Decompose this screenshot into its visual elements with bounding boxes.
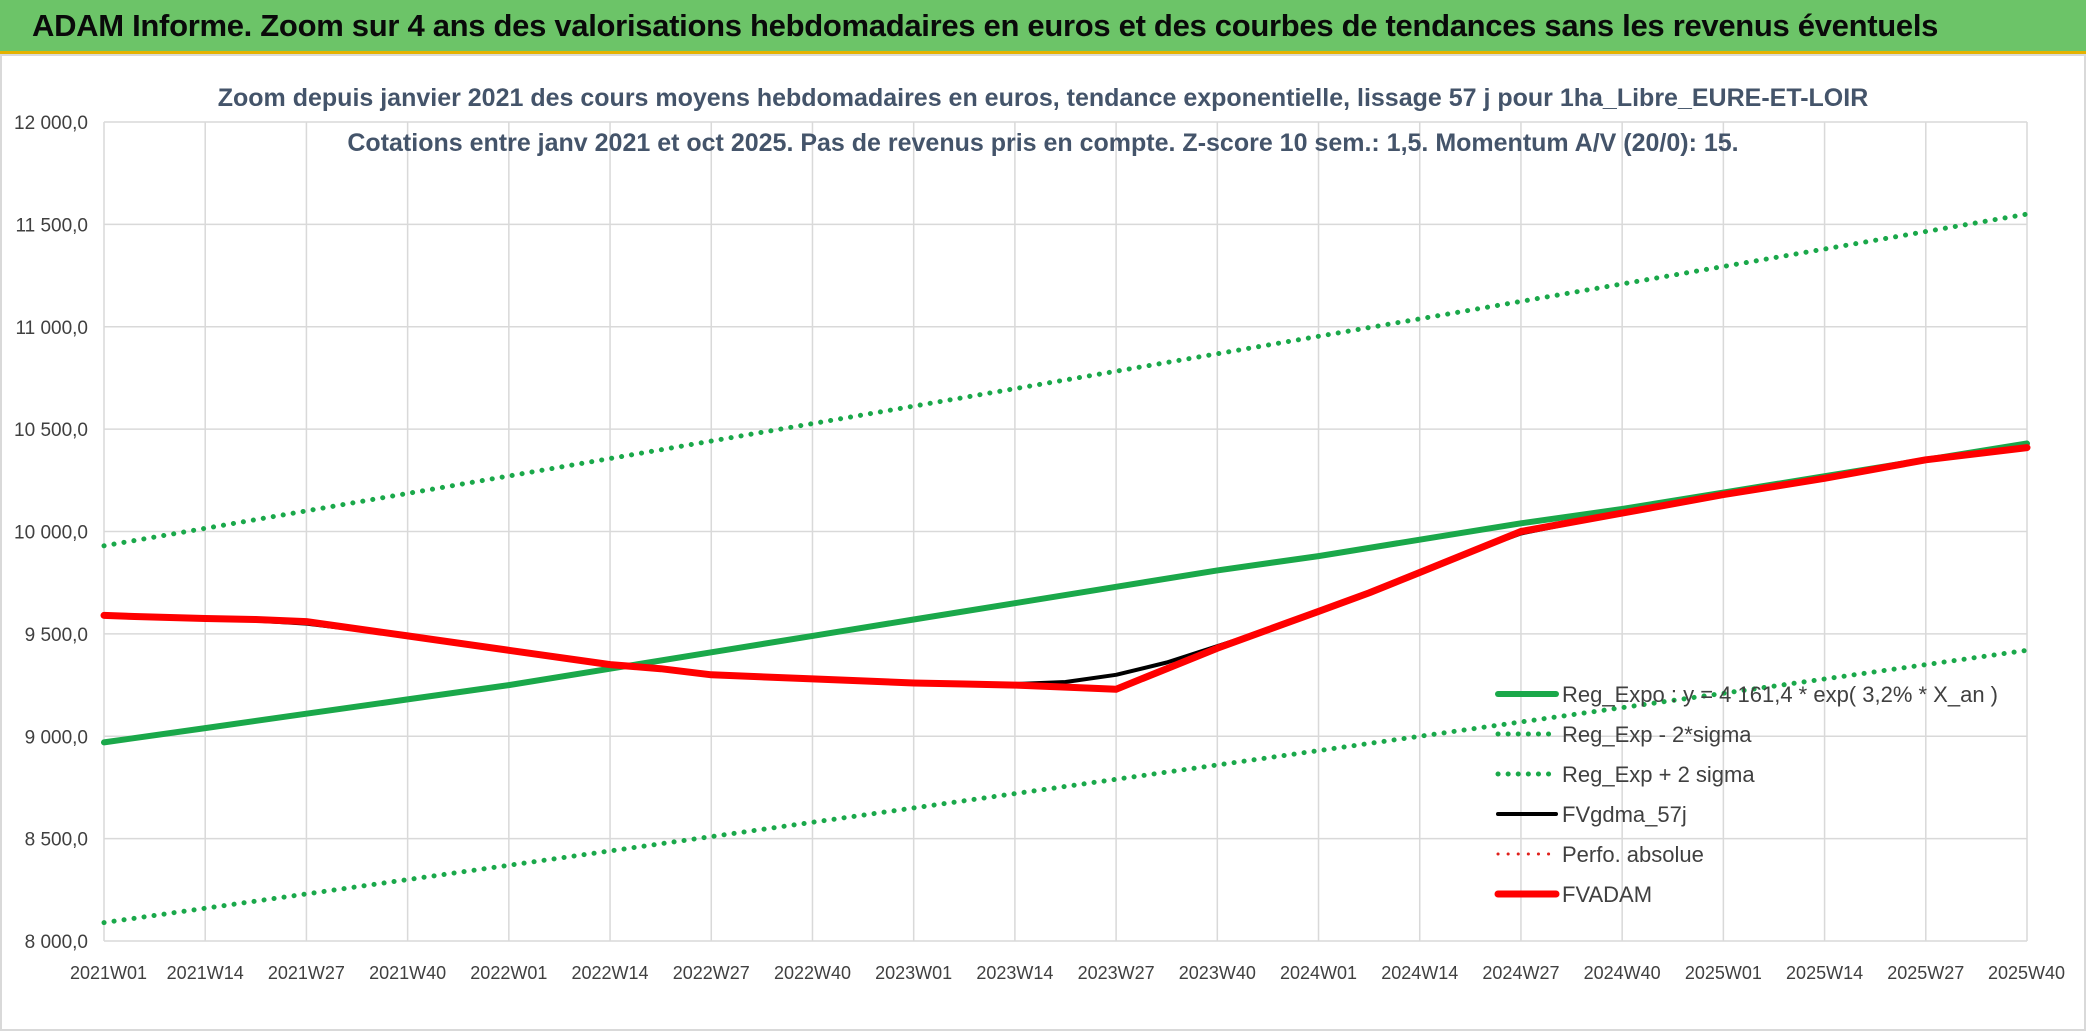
x-tick-label: 2021W40: [369, 963, 446, 983]
x-tick-label: 2021W27: [268, 963, 345, 983]
x-tick-label: 2024W14: [1381, 963, 1458, 983]
series-line-3: [102, 445, 2029, 686]
x-tick-label: 2024W01: [1280, 963, 1357, 983]
y-tick-label: 12 000,0: [14, 113, 88, 134]
y-tick-label: 11 500,0: [15, 215, 88, 236]
y-tick-label: 9 500,0: [25, 625, 88, 646]
series-line-2: [101, 211, 2030, 549]
x-axis-ticks: 2021W01 2021W14 2021W27 2021W40 2022W01 2022W…: [70, 963, 2065, 983]
x-tick-label: 2022W14: [572, 963, 649, 983]
legend-label: Reg_Expo : y = 4 161,4 * exp( 3,2% * X_a…: [1562, 682, 1998, 707]
x-tick-label: 2025W01: [1685, 963, 1762, 983]
x-tick-label: 2023W27: [1078, 963, 1155, 983]
x-tick-label: 2024W40: [1584, 963, 1661, 983]
y-tick-label: 10 500,0: [14, 420, 88, 441]
y-tick-label: 9 000,0: [25, 727, 88, 748]
report-title: ADAM Informe. Zoom sur 4 ans des valoris…: [32, 8, 1939, 43]
legend-label: Reg_Exp + 2 sigma: [1562, 762, 1755, 787]
legend: Reg_Expo : y = 4 161,4 * exp( 3,2% * X_a…: [1494, 682, 1998, 907]
legend-label: FVgdma_57j: [1562, 802, 1687, 827]
x-tick-label: 2023W14: [976, 963, 1053, 983]
x-tick-label: 2021W14: [167, 963, 244, 983]
y-axis-ticks: 8 000,0 8 500,0 9 000,0 9 500,0 10 000,0 10 5…: [14, 113, 88, 953]
chart-subtitle: Cotations entre janv 2021 et oct 2025. P…: [347, 129, 1738, 157]
x-tick-label: 2022W27: [673, 963, 750, 983]
y-tick-label: 10 000,0: [14, 523, 88, 544]
legend-label: Reg_Exp - 2*sigma: [1562, 722, 1752, 747]
x-tick-label: 2023W40: [1179, 963, 1256, 983]
series-line-1: [101, 647, 2030, 926]
grid-lines: [103, 121, 2028, 942]
chart-title: Zoom depuis janvier 2021 des cours moyen…: [218, 84, 1869, 112]
legend-label: Perfo. absolue: [1562, 842, 1704, 867]
x-tick-label: 2023W01: [875, 963, 952, 983]
x-tick-label: 2024W27: [1482, 963, 1559, 983]
series-lines: [100, 211, 2031, 926]
legend-label: FVADAM: [1562, 882, 1652, 907]
y-tick-label: 8 500,0: [25, 830, 88, 851]
report-banner: ADAM Informe. Zoom sur 4 ans des valoris…: [0, 0, 2086, 54]
y-tick-label: 8 000,0: [25, 932, 88, 953]
x-tick-label: 2022W40: [774, 963, 851, 983]
x-tick-label: 2025W40: [1988, 963, 2065, 983]
x-tick-label: 2021W01: [70, 963, 147, 983]
chart-frame: [0, 54, 2086, 1031]
y-tick-label: 11 000,0: [15, 318, 88, 339]
x-tick-label: 2025W27: [1887, 963, 1964, 983]
x-tick-label: 2022W01: [470, 963, 547, 983]
x-tick-label: 2025W14: [1786, 963, 1863, 983]
series-line-5: [100, 444, 2031, 693]
